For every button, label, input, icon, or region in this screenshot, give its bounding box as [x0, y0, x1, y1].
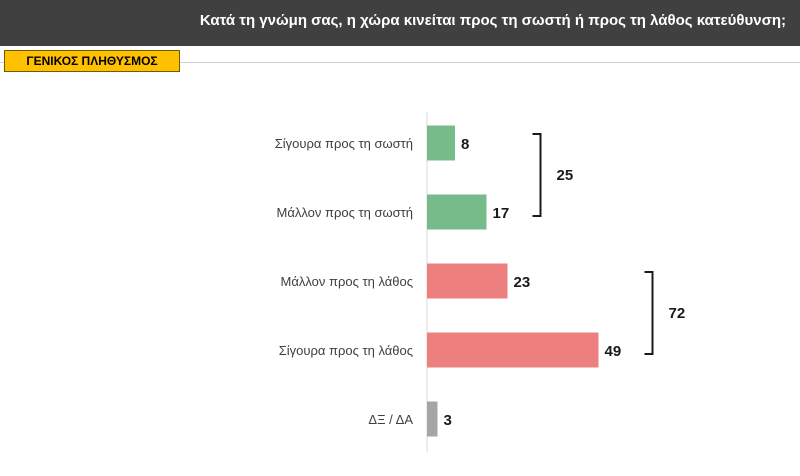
header-bar: Κατά τη γνώμη σας, η χώρα κινείται προς …: [0, 0, 800, 46]
bar: [427, 332, 599, 368]
bar: [427, 263, 508, 299]
category-label: Μάλλον προς τη σωστή: [277, 205, 414, 220]
group-bracket: [532, 133, 542, 217]
value-label: 49: [605, 343, 622, 360]
category-label: ΔΞ / ΔΑ: [368, 412, 413, 427]
section-divider: [0, 62, 800, 63]
category-label: Σίγουρα προς τη σωστή: [275, 136, 413, 151]
bar: [427, 401, 438, 437]
question-title: Κατά τη γνώμη σας, η χώρα κινείται προς …: [199, 12, 786, 29]
group-total-label: 72: [669, 305, 686, 322]
bar: [427, 125, 455, 161]
group-total-label: 25: [557, 167, 574, 184]
value-label: 8: [461, 136, 469, 153]
value-label: 3: [444, 412, 452, 429]
value-label: 23: [514, 274, 531, 291]
population-badge: ΓΕΝΙΚΟΣ ΠΛΗΘΥΣΜΟΣ: [4, 50, 180, 72]
category-label: Μάλλον προς τη λάθος: [281, 274, 413, 289]
bar: [427, 194, 487, 230]
category-label: Σίγουρα προς τη λάθος: [279, 343, 413, 358]
value-label: 17: [493, 205, 510, 222]
group-bracket: [644, 271, 654, 355]
